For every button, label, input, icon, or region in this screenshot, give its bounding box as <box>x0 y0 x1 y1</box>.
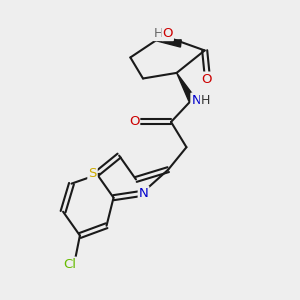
Text: O: O <box>129 116 139 128</box>
Text: O: O <box>201 73 211 85</box>
Text: O: O <box>162 27 173 40</box>
Text: N: N <box>139 187 148 200</box>
Polygon shape <box>177 73 195 101</box>
Text: S: S <box>88 167 97 180</box>
Text: N: N <box>191 94 201 106</box>
Text: Cl: Cl <box>63 258 76 271</box>
Text: H: H <box>154 27 163 40</box>
Text: H: H <box>201 94 210 106</box>
Polygon shape <box>156 40 181 47</box>
